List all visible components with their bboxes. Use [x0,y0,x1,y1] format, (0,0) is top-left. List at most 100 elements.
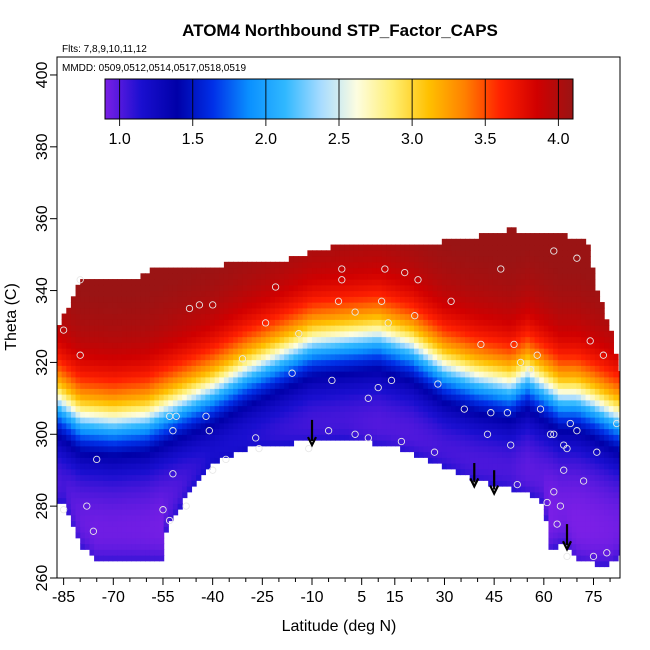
heatmap-cell [117,348,123,355]
heatmap-cell [131,284,137,292]
heatmap-cell [108,422,114,430]
heatmap-cell [140,376,146,384]
heatmap-cell [497,371,503,378]
heatmap-cell [469,290,475,297]
heatmap-cell [446,451,452,458]
heatmap-cell [599,503,605,510]
heatmap-cell [214,313,220,320]
heatmap-cell [585,543,591,550]
heatmap-cell [395,290,401,297]
heatmap-cell [112,359,118,366]
heatmap-cell [516,394,522,401]
sample-point [222,455,230,464]
heatmap-cell [121,451,128,458]
heatmap-cell [437,342,443,349]
heatmap-cell [247,382,253,389]
heatmap-cell [112,440,118,447]
heatmap-cell [89,365,95,372]
heatmap-cell [316,313,322,320]
heatmap-cell [251,336,257,343]
heatmap-cell [103,555,109,562]
heatmap-cell [223,411,230,418]
heatmap-cell [89,405,95,412]
heatmap-cell [98,342,104,349]
heatmap-cell [367,256,373,263]
heatmap-cell [75,445,81,453]
heatmap-cell [553,537,559,545]
heatmap-cell [571,509,577,516]
heatmap-cell [214,342,220,349]
heatmap-cell [465,371,471,378]
heatmap-cell [492,365,499,372]
heatmap-cell [585,313,591,320]
heatmap-cell [131,497,137,504]
heatmap-cell [61,434,67,441]
heatmap-cell [432,307,438,315]
heatmap-cell [112,537,118,545]
heatmap-cell [103,422,109,430]
heatmap-cell [567,244,573,251]
heatmap-cell [585,302,591,309]
heatmap-cell [57,474,63,481]
heatmap-cell [159,543,165,550]
heatmap-cell [251,422,257,430]
heatmap-cell [233,325,239,332]
heatmap-cell [423,256,429,263]
heatmap-cell [80,411,86,418]
heatmap-cell [117,371,123,378]
heatmap-cell [251,388,257,395]
heatmap-cell [196,284,202,292]
heatmap-cell [191,296,197,303]
heatmap-cell [562,440,568,447]
heatmap-cell [594,411,601,418]
heatmap-cell [395,267,401,274]
heatmap-cell [344,411,350,418]
heatmap-cell [497,302,503,309]
heatmap-cell [121,445,128,453]
heatmap-cell [571,250,577,257]
heatmap-cell [469,405,475,412]
heatmap-cell [191,451,197,458]
heatmap-cell [604,434,610,441]
heatmap-cell [553,233,559,240]
heatmap-cell [168,267,174,274]
heatmap-cell [590,382,596,389]
heatmap-cell [525,256,531,263]
heatmap-cell [284,428,290,435]
heatmap-cell [492,342,499,349]
heatmap-cell [117,284,123,292]
heatmap-cell [312,279,318,286]
heatmap-cell [376,284,383,292]
heatmap-cell [172,457,179,464]
heatmap-cell [149,348,155,355]
heatmap-cell [534,284,540,292]
heatmap-cell [604,342,610,349]
heatmap-cell [121,417,128,424]
heatmap-cell [117,307,123,315]
heatmap-cell [66,307,72,315]
heatmap-cell [108,394,114,401]
heatmap-cell [80,451,86,458]
heatmap-cell [427,273,434,280]
heatmap-cell [418,342,424,349]
heatmap-cell [163,399,169,407]
heatmap-cell [335,348,341,355]
heatmap-cell [223,376,230,384]
sample-point [295,330,303,338]
heatmap-cell [66,388,72,395]
heatmap-cell [585,296,591,303]
heatmap-cell [451,284,457,292]
heatmap-cell [219,399,225,407]
heatmap-cell [325,422,332,430]
heatmap-cell [205,336,211,343]
heatmap-cell [168,371,174,378]
heatmap-cell [437,325,443,332]
heatmap-cell [182,440,188,447]
heatmap-cell [613,376,619,384]
heatmap-cell [567,468,573,476]
heatmap-cell [465,330,471,338]
heatmap-cell [131,543,137,550]
heatmap-cell [270,319,276,326]
heatmap-cell [427,250,434,257]
heatmap-cell [330,290,336,297]
